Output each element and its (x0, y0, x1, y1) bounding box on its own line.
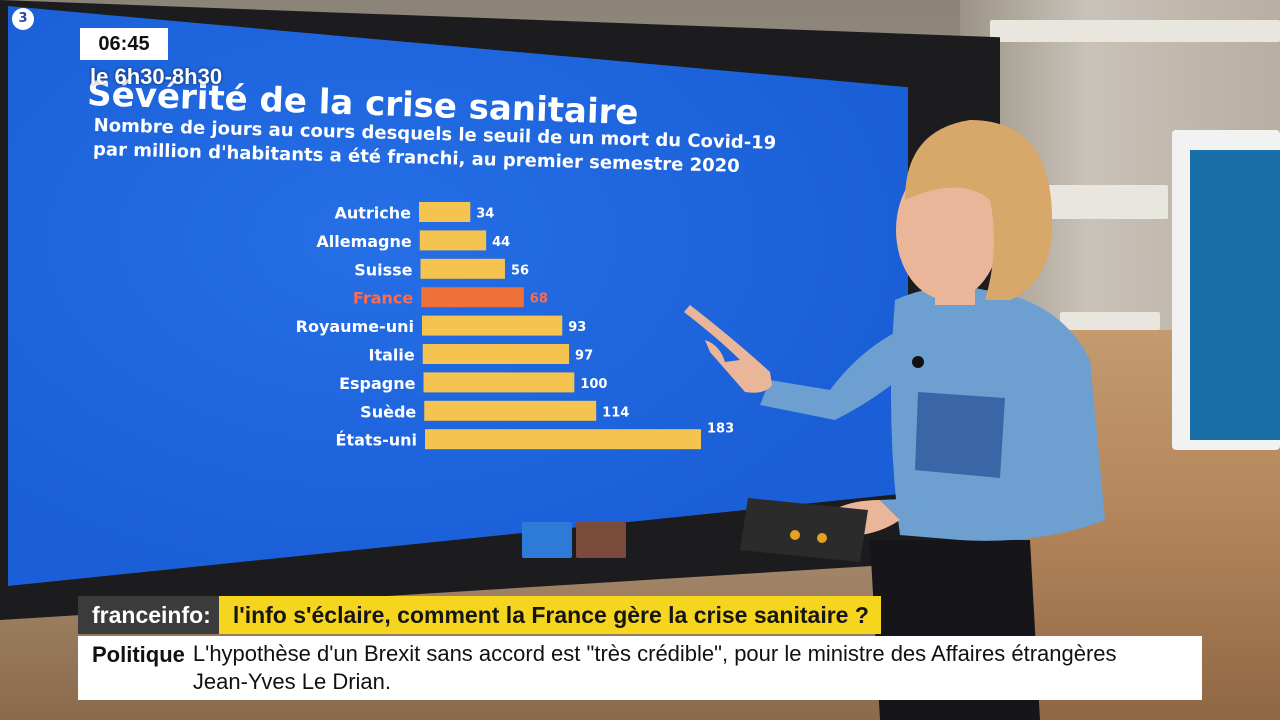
bar (424, 400, 597, 421)
bar (419, 230, 487, 251)
category-label: Suède (360, 402, 416, 421)
bar (422, 344, 570, 364)
category-label: Suisse (354, 260, 412, 279)
brand-label: franceinfo: (78, 596, 219, 634)
studio-shelf (1040, 185, 1168, 219)
value-label: 34 (476, 207, 494, 222)
category-label: États-uni (336, 431, 417, 450)
thumbnail-1[interactable] (522, 522, 572, 558)
value-label: 183 (707, 422, 734, 437)
category-label: Autriche (334, 204, 411, 223)
category-label: Espagne (339, 374, 416, 393)
bar (420, 258, 505, 279)
category-label: Italie (369, 346, 415, 365)
ticker-category: Politique (92, 642, 185, 667)
channel-logo: 3 (12, 8, 34, 30)
studio-shelf (1060, 312, 1160, 330)
bar (425, 429, 701, 450)
headline-text: l'info s'éclaire, comment la France gère… (218, 596, 881, 634)
category-label: Royaume-uni (296, 317, 414, 336)
value-label: 56 (511, 263, 529, 278)
ticker-text: L'hypothèse d'un Brexit sans accord est … (192, 641, 1117, 694)
value-label: 93 (568, 320, 586, 335)
side-screen (1190, 150, 1280, 440)
screen-thumbnails (522, 522, 626, 558)
value-label: 68 (530, 292, 548, 307)
thumbnail-2[interactable] (576, 522, 626, 558)
bar (419, 202, 471, 222)
news-ticker: Politique L'hypothèse d'un Brexit sans a… (78, 636, 1202, 700)
value-label: 100 (580, 377, 607, 392)
studio-shelf (990, 20, 1280, 42)
bar (422, 315, 563, 336)
category-label: France (353, 289, 413, 308)
bar (423, 372, 575, 393)
value-label: 44 (492, 235, 510, 250)
clock: 06:45 (80, 28, 168, 60)
headline-bar: franceinfo: l'info s'éclaire, comment la… (78, 596, 881, 634)
category-label: Allemagne (316, 232, 412, 251)
bar (421, 287, 524, 308)
value-label: 97 (575, 349, 593, 364)
value-label: 114 (602, 405, 629, 420)
show-time: le 6h30-8h30 (90, 64, 223, 89)
